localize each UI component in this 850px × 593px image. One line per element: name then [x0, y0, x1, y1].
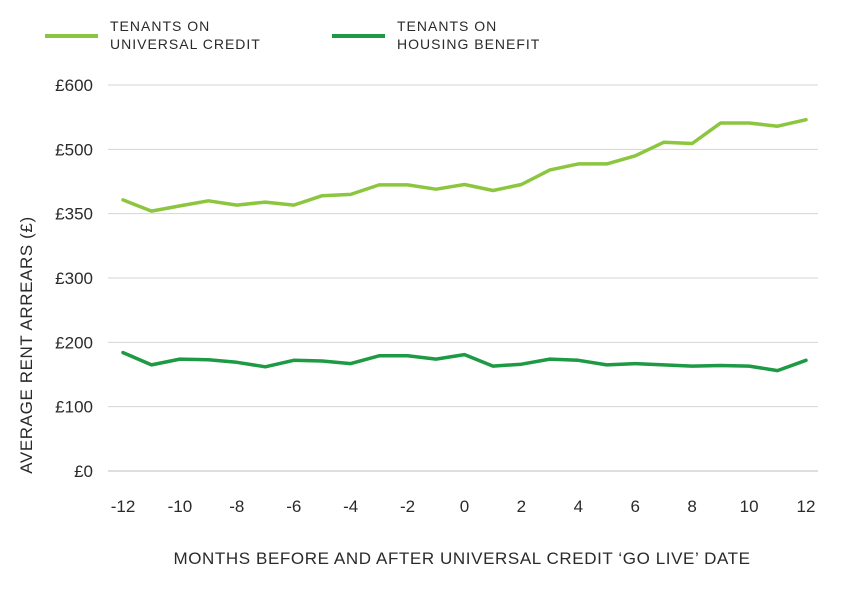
y-axis-title: AVERAGE RENT ARREARS (£) [17, 216, 36, 474]
x-tick-label: -8 [229, 497, 244, 516]
legend-label-housing-benefit: TENANTS ON [397, 18, 497, 34]
y-tick-label: £200 [55, 333, 93, 352]
x-tick-label: -4 [343, 497, 358, 516]
series-line-housing-benefit [121, 350, 808, 373]
x-tick-label: -10 [168, 497, 193, 516]
legend-label-universal-credit: UNIVERSAL CREDIT [110, 36, 261, 52]
x-axis-tick-labels: -12 -10 -8 -6 -4 -2 0 2 4 6 8 10 12 [111, 497, 816, 516]
x-tick-label: -2 [400, 497, 415, 516]
y-tick-label: £0 [74, 462, 93, 481]
y-tick-label: £300 [55, 269, 93, 288]
series-lines [121, 117, 808, 373]
y-tick-label: £100 [55, 398, 93, 417]
y-tick-label: £600 [55, 76, 93, 95]
x-tick-label: 4 [574, 497, 583, 516]
y-tick-label: £500 [55, 140, 93, 159]
y-tick-label: £350 [55, 205, 93, 224]
y-axis-tick-labels: £0 £100 £200 £300 £350 £500 £600 [55, 76, 93, 481]
x-tick-label: 0 [460, 497, 469, 516]
x-tick-label: 12 [797, 497, 816, 516]
x-tick-label: -6 [286, 497, 301, 516]
x-axis-title: MONTHS BEFORE AND AFTER UNIVERSAL CREDIT… [173, 549, 750, 568]
legend-label-universal-credit: TENANTS ON [110, 18, 210, 34]
gridlines [108, 84, 818, 472]
x-tick-label: 8 [687, 497, 696, 516]
series-line-universal-credit [121, 117, 808, 213]
x-tick-label: -12 [111, 497, 136, 516]
x-tick-label: 2 [517, 497, 526, 516]
x-tick-label: 6 [631, 497, 640, 516]
legend: TENANTS ON UNIVERSAL CREDIT TENANTS ON HOUS… [45, 18, 540, 52]
legend-label-housing-benefit: HOUSING BENEFIT [397, 36, 540, 52]
x-tick-label: 10 [740, 497, 759, 516]
